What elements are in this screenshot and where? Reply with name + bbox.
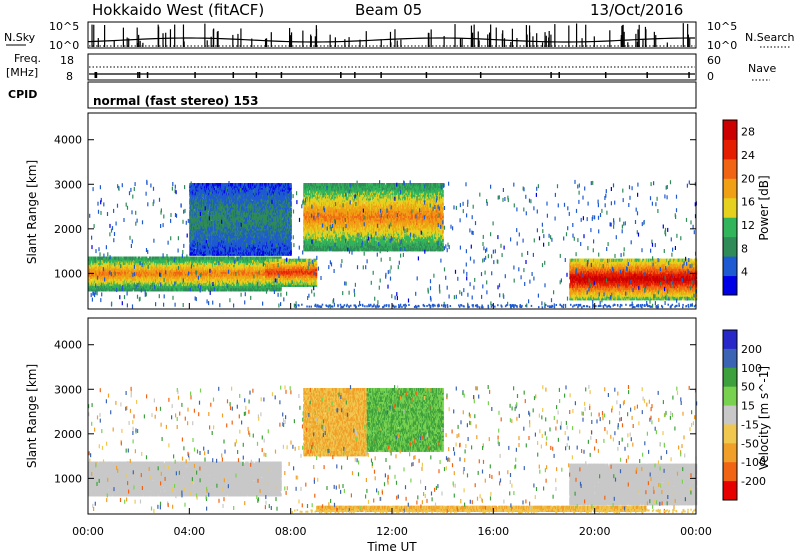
freq-tick-top: 18 bbox=[60, 54, 74, 67]
freq-panel: Freq. [MHz] 18 8 60 0 Nave bbox=[6, 52, 776, 83]
nsky-label: N.Sky bbox=[4, 31, 36, 44]
cpid-label: CPID bbox=[8, 88, 37, 101]
freq-trace bbox=[94, 72, 689, 78]
nave-tick-top: 60 bbox=[707, 54, 721, 67]
cpid-mode-text: normal (fast stereo) 153 bbox=[93, 94, 259, 108]
freq-label-2: [MHz] bbox=[6, 66, 38, 79]
freq-label-1: Freq. bbox=[14, 52, 41, 65]
station-title: Hokkaido West (fitACF) bbox=[92, 1, 264, 19]
beam-title: Beam 05 bbox=[355, 1, 422, 19]
freq-tick-bottom: 8 bbox=[66, 70, 73, 83]
nsky-tick-bottom: 10^0 bbox=[49, 39, 79, 52]
nave-tick-bottom: 0 bbox=[707, 70, 714, 83]
power-heatmap bbox=[88, 180, 697, 309]
nsky-panel: N.Sky 10^5 10^0 10^5 10^0 N.Search bbox=[4, 20, 795, 52]
date-title: 13/Oct/2016 bbox=[590, 1, 683, 19]
nsearch-label: N.Search bbox=[745, 31, 795, 44]
nsky-trace bbox=[89, 23, 695, 47]
nave-label: Nave bbox=[748, 62, 776, 75]
nsky-tick-top: 10^5 bbox=[49, 20, 79, 33]
nsearch-tick-top: 10^5 bbox=[707, 20, 737, 33]
nsearch-tick-bottom: 10^0 bbox=[707, 39, 737, 52]
cpid-panel: CPID normal (fast stereo) 153 bbox=[8, 82, 696, 108]
